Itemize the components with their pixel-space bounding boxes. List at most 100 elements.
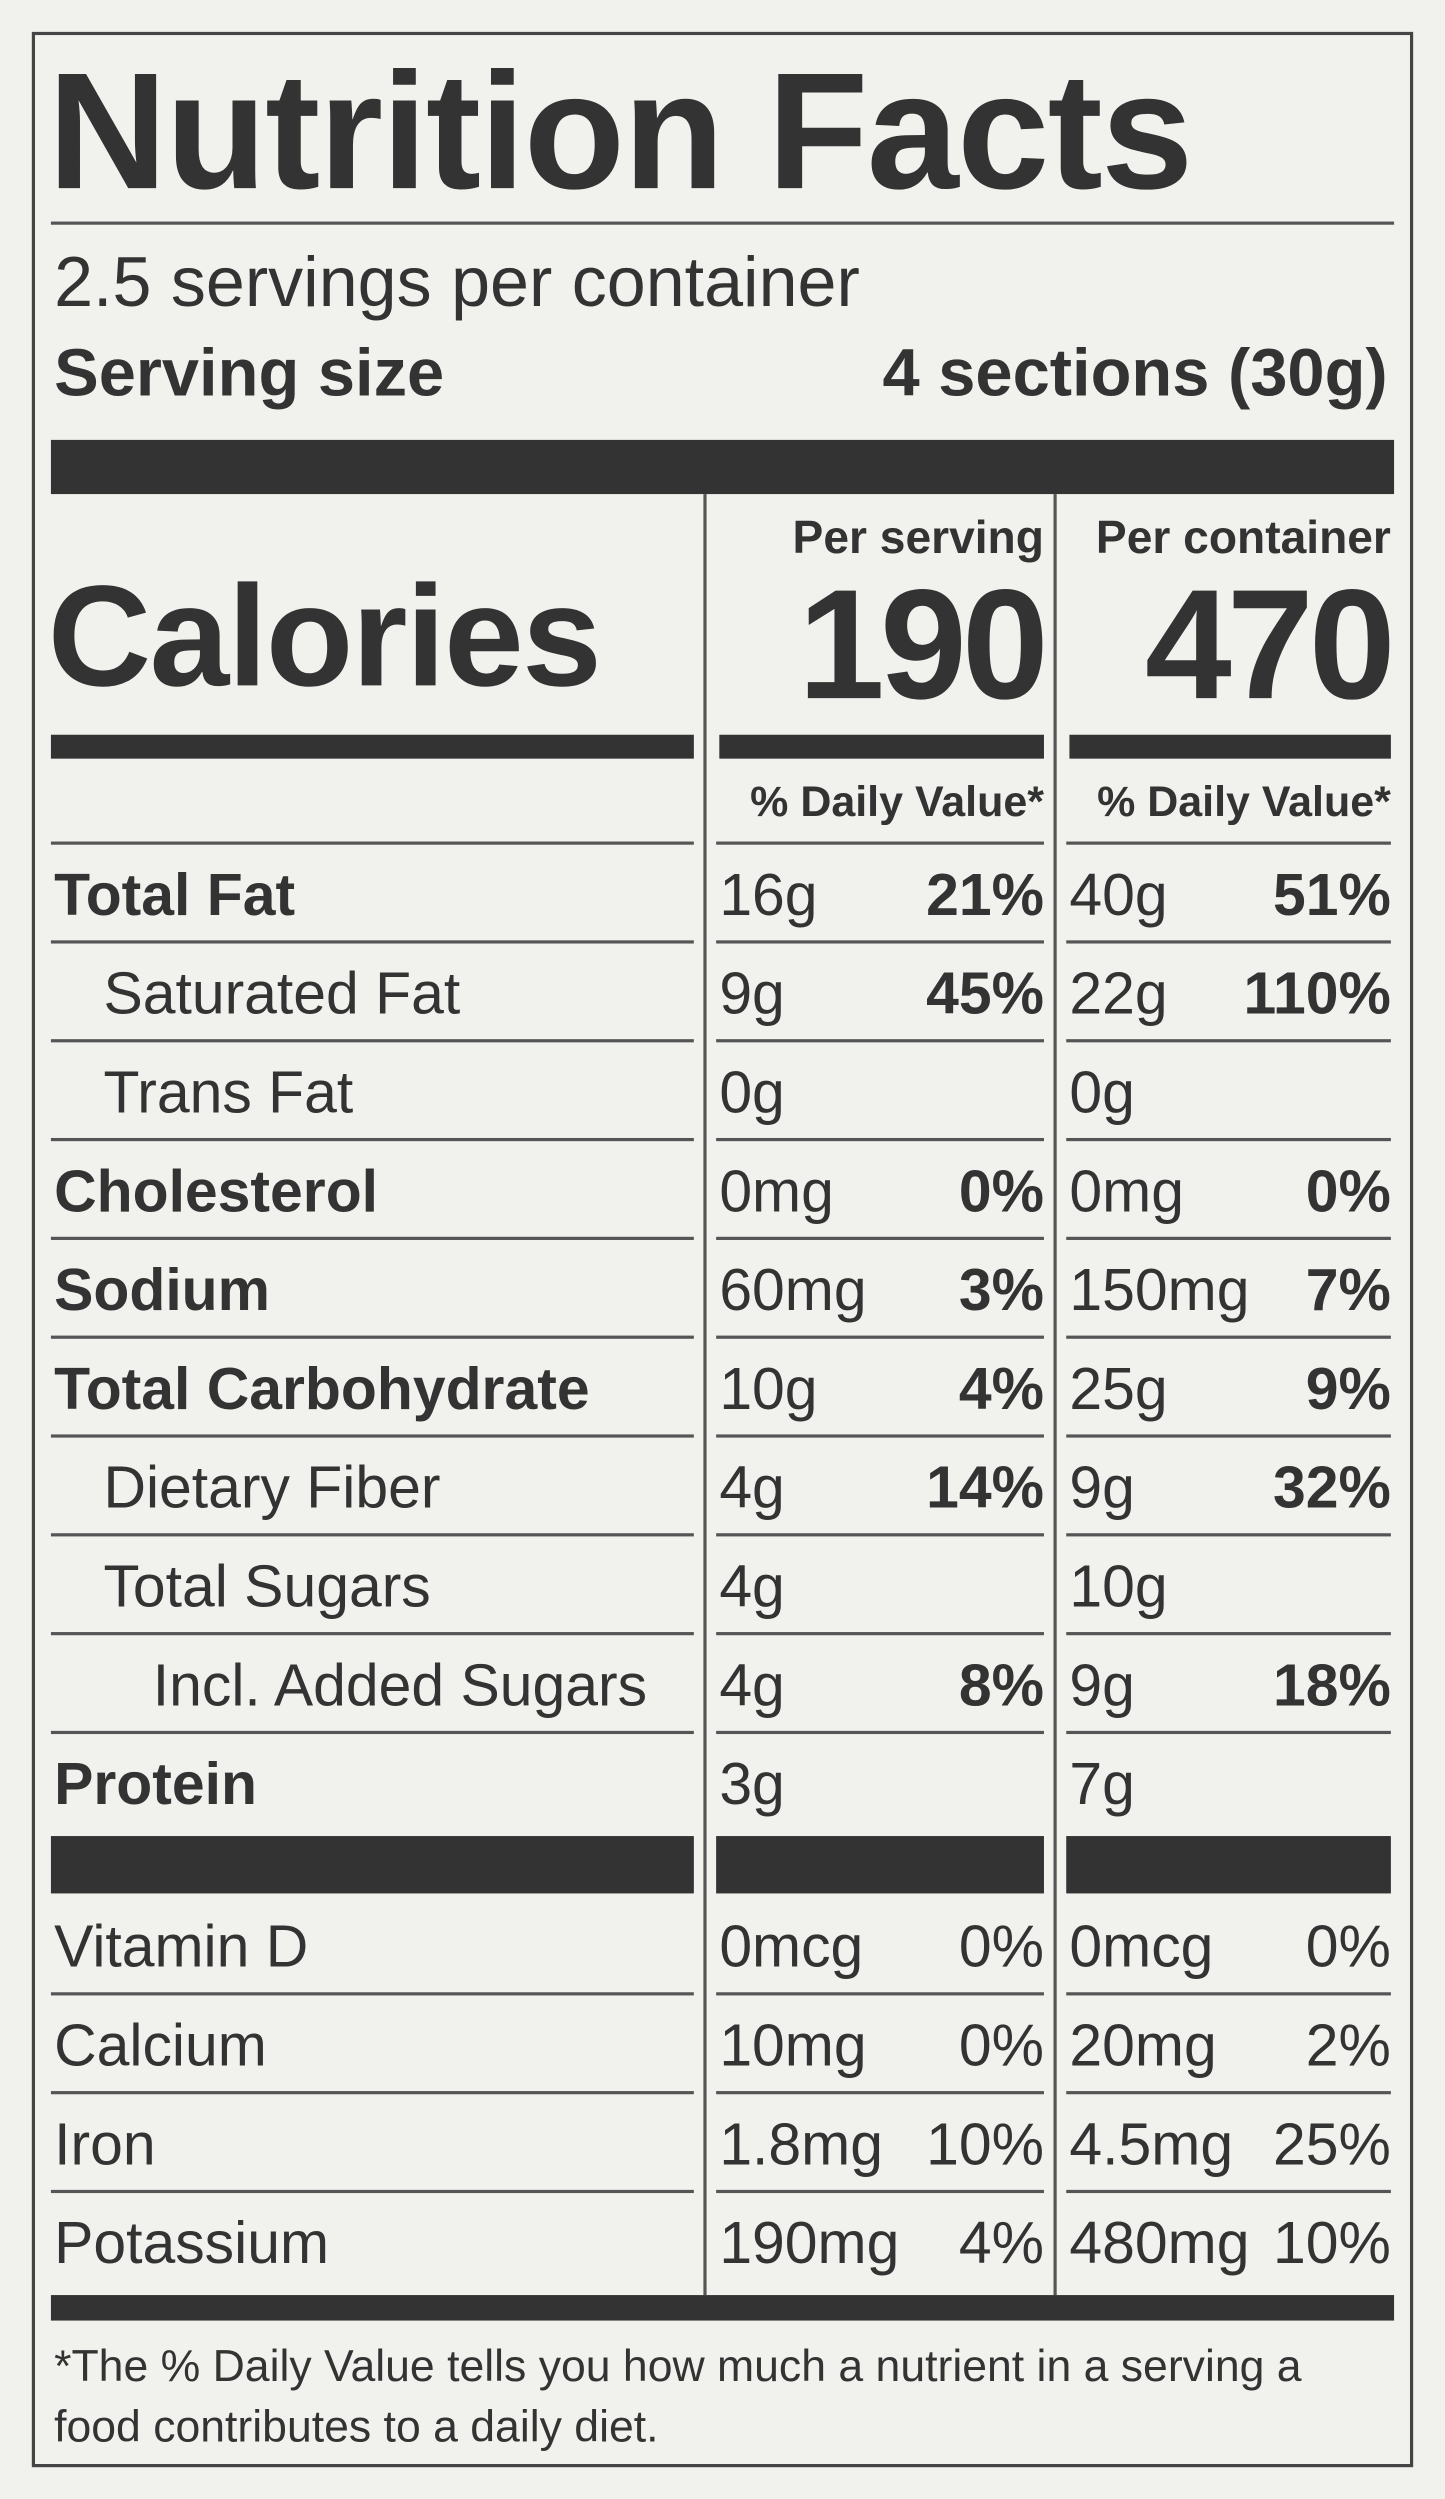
nutrient-name: Protein — [54, 1751, 257, 1817]
row-rule — [50, 1730, 694, 1735]
nutrient-name: Sodium — [54, 1257, 271, 1323]
serving-size-label: Serving size — [54, 334, 445, 410]
nutrient-name: Saturated Fat — [103, 961, 461, 1027]
daily-value: 10% — [1273, 2210, 1391, 2276]
daily-value: 51% — [1273, 862, 1391, 928]
nutrient-name: Calcium — [54, 2012, 267, 2079]
amount: 3g — [719, 1751, 785, 1817]
servings: 2.5 servings per container — [54, 243, 860, 322]
daily-value: 3% — [958, 1257, 1044, 1323]
daily-value: 0% — [958, 2012, 1044, 2079]
amount: 9g — [1069, 1652, 1135, 1719]
amount: 0mg — [719, 1158, 834, 1225]
row-rule — [716, 1632, 1044, 1636]
rule — [50, 221, 1395, 225]
daily-value: 45% — [926, 961, 1044, 1027]
amount: 10g — [1069, 1553, 1168, 1620]
daily-value: 0% — [958, 1914, 1044, 1980]
row-rule — [1066, 1730, 1391, 1735]
row-rule — [50, 1236, 694, 1240]
nutrient-name: Cholesterol — [54, 1158, 379, 1225]
amount: 0mg — [1069, 1158, 1184, 1225]
row-rule — [716, 1434, 1044, 1438]
amount: 10mg — [719, 2012, 867, 2079]
column-divider — [703, 494, 707, 2296]
amount: 480mg — [1069, 2210, 1250, 2276]
daily-value: 0% — [1305, 1914, 1391, 1980]
row-rule — [50, 1137, 694, 1142]
row-rule — [50, 2091, 694, 2095]
thick-bar — [716, 1836, 1044, 1894]
amount: 60mg — [719, 1257, 867, 1323]
dv-header: % Daily Value* — [750, 777, 1044, 826]
dv-header: % Daily Value* — [1097, 777, 1391, 826]
nutrient-name: Iron — [54, 2111, 156, 2178]
row-rule — [716, 1236, 1044, 1240]
row-rule — [1066, 841, 1391, 845]
row-rule — [1066, 1137, 1391, 1142]
amount: 0g — [1069, 1059, 1135, 1126]
amount: 9g — [719, 961, 785, 1027]
nutrient-name: Total Carbohydrate — [54, 1356, 590, 1422]
amount: 22g — [1069, 961, 1168, 1027]
daily-value: 25% — [1273, 2111, 1391, 2178]
row-rule — [50, 2189, 694, 2194]
row-rule — [50, 1039, 694, 1043]
amount: 4g — [719, 1553, 785, 1620]
nutrient-name: Vitamin D — [54, 1914, 309, 1980]
amount: 4g — [719, 1455, 785, 1521]
daily-value: 4% — [958, 1356, 1044, 1422]
row-rule — [716, 1533, 1044, 1537]
row-rule — [1066, 2091, 1391, 2095]
serving-size-value: 4 sections (30g) — [882, 334, 1388, 410]
amount: 0g — [719, 1059, 785, 1126]
row-rule — [1066, 2189, 1391, 2194]
row-rule — [1066, 1533, 1391, 1537]
row-rule — [716, 1039, 1044, 1043]
row-rule — [1066, 1434, 1391, 1438]
daily-value: 10% — [926, 2111, 1044, 2178]
row-rule — [716, 2091, 1044, 2095]
column-header: Per serving — [792, 513, 1044, 565]
daily-value: 9% — [1305, 1356, 1391, 1422]
row-rule — [50, 841, 694, 845]
amount: 16g — [719, 862, 818, 928]
nutrient-name: Trans Fat — [103, 1059, 354, 1126]
row-rule — [1066, 1992, 1391, 1996]
thick-bar — [1066, 1836, 1391, 1894]
row-rule — [716, 1730, 1044, 1735]
amount: 25g — [1069, 1356, 1168, 1422]
amount: 0mcg — [1069, 1914, 1214, 1980]
daily-value: 2% — [1305, 2012, 1391, 2079]
row-rule — [716, 1335, 1044, 1339]
row-rule — [50, 1434, 694, 1438]
calories-value: 470 — [1144, 556, 1396, 732]
daily-value: 32% — [1273, 1455, 1391, 1521]
daily-value: 7% — [1305, 1257, 1391, 1323]
thick-bar — [1069, 734, 1391, 759]
row-rule — [716, 1992, 1044, 1996]
thick-bar — [50, 2295, 1395, 2321]
nutrient-name: Incl. Added Sugars — [152, 1652, 648, 1719]
amount: 0mcg — [719, 1914, 864, 1980]
row-rule — [50, 940, 694, 944]
column-divider — [1053, 494, 1057, 2296]
thick-bar — [50, 1836, 694, 1894]
amount: 10g — [719, 1356, 818, 1422]
calories-value: 190 — [798, 556, 1049, 732]
nutrient-name: Total Sugars — [103, 1553, 431, 1620]
column-header: Per container — [1095, 513, 1391, 565]
row-rule — [1066, 940, 1391, 944]
amount: 4.5mg — [1069, 2111, 1234, 2178]
row-rule — [50, 1335, 694, 1339]
row-rule — [1066, 1236, 1391, 1240]
thick-bar — [50, 439, 1395, 495]
amount: 150mg — [1069, 1257, 1250, 1323]
row-rule — [716, 2189, 1044, 2194]
title: Nutrition Facts — [47, 39, 1193, 225]
thick-bar — [719, 734, 1044, 759]
amount: 190mg — [719, 2210, 900, 2276]
row-rule — [1066, 1335, 1391, 1339]
